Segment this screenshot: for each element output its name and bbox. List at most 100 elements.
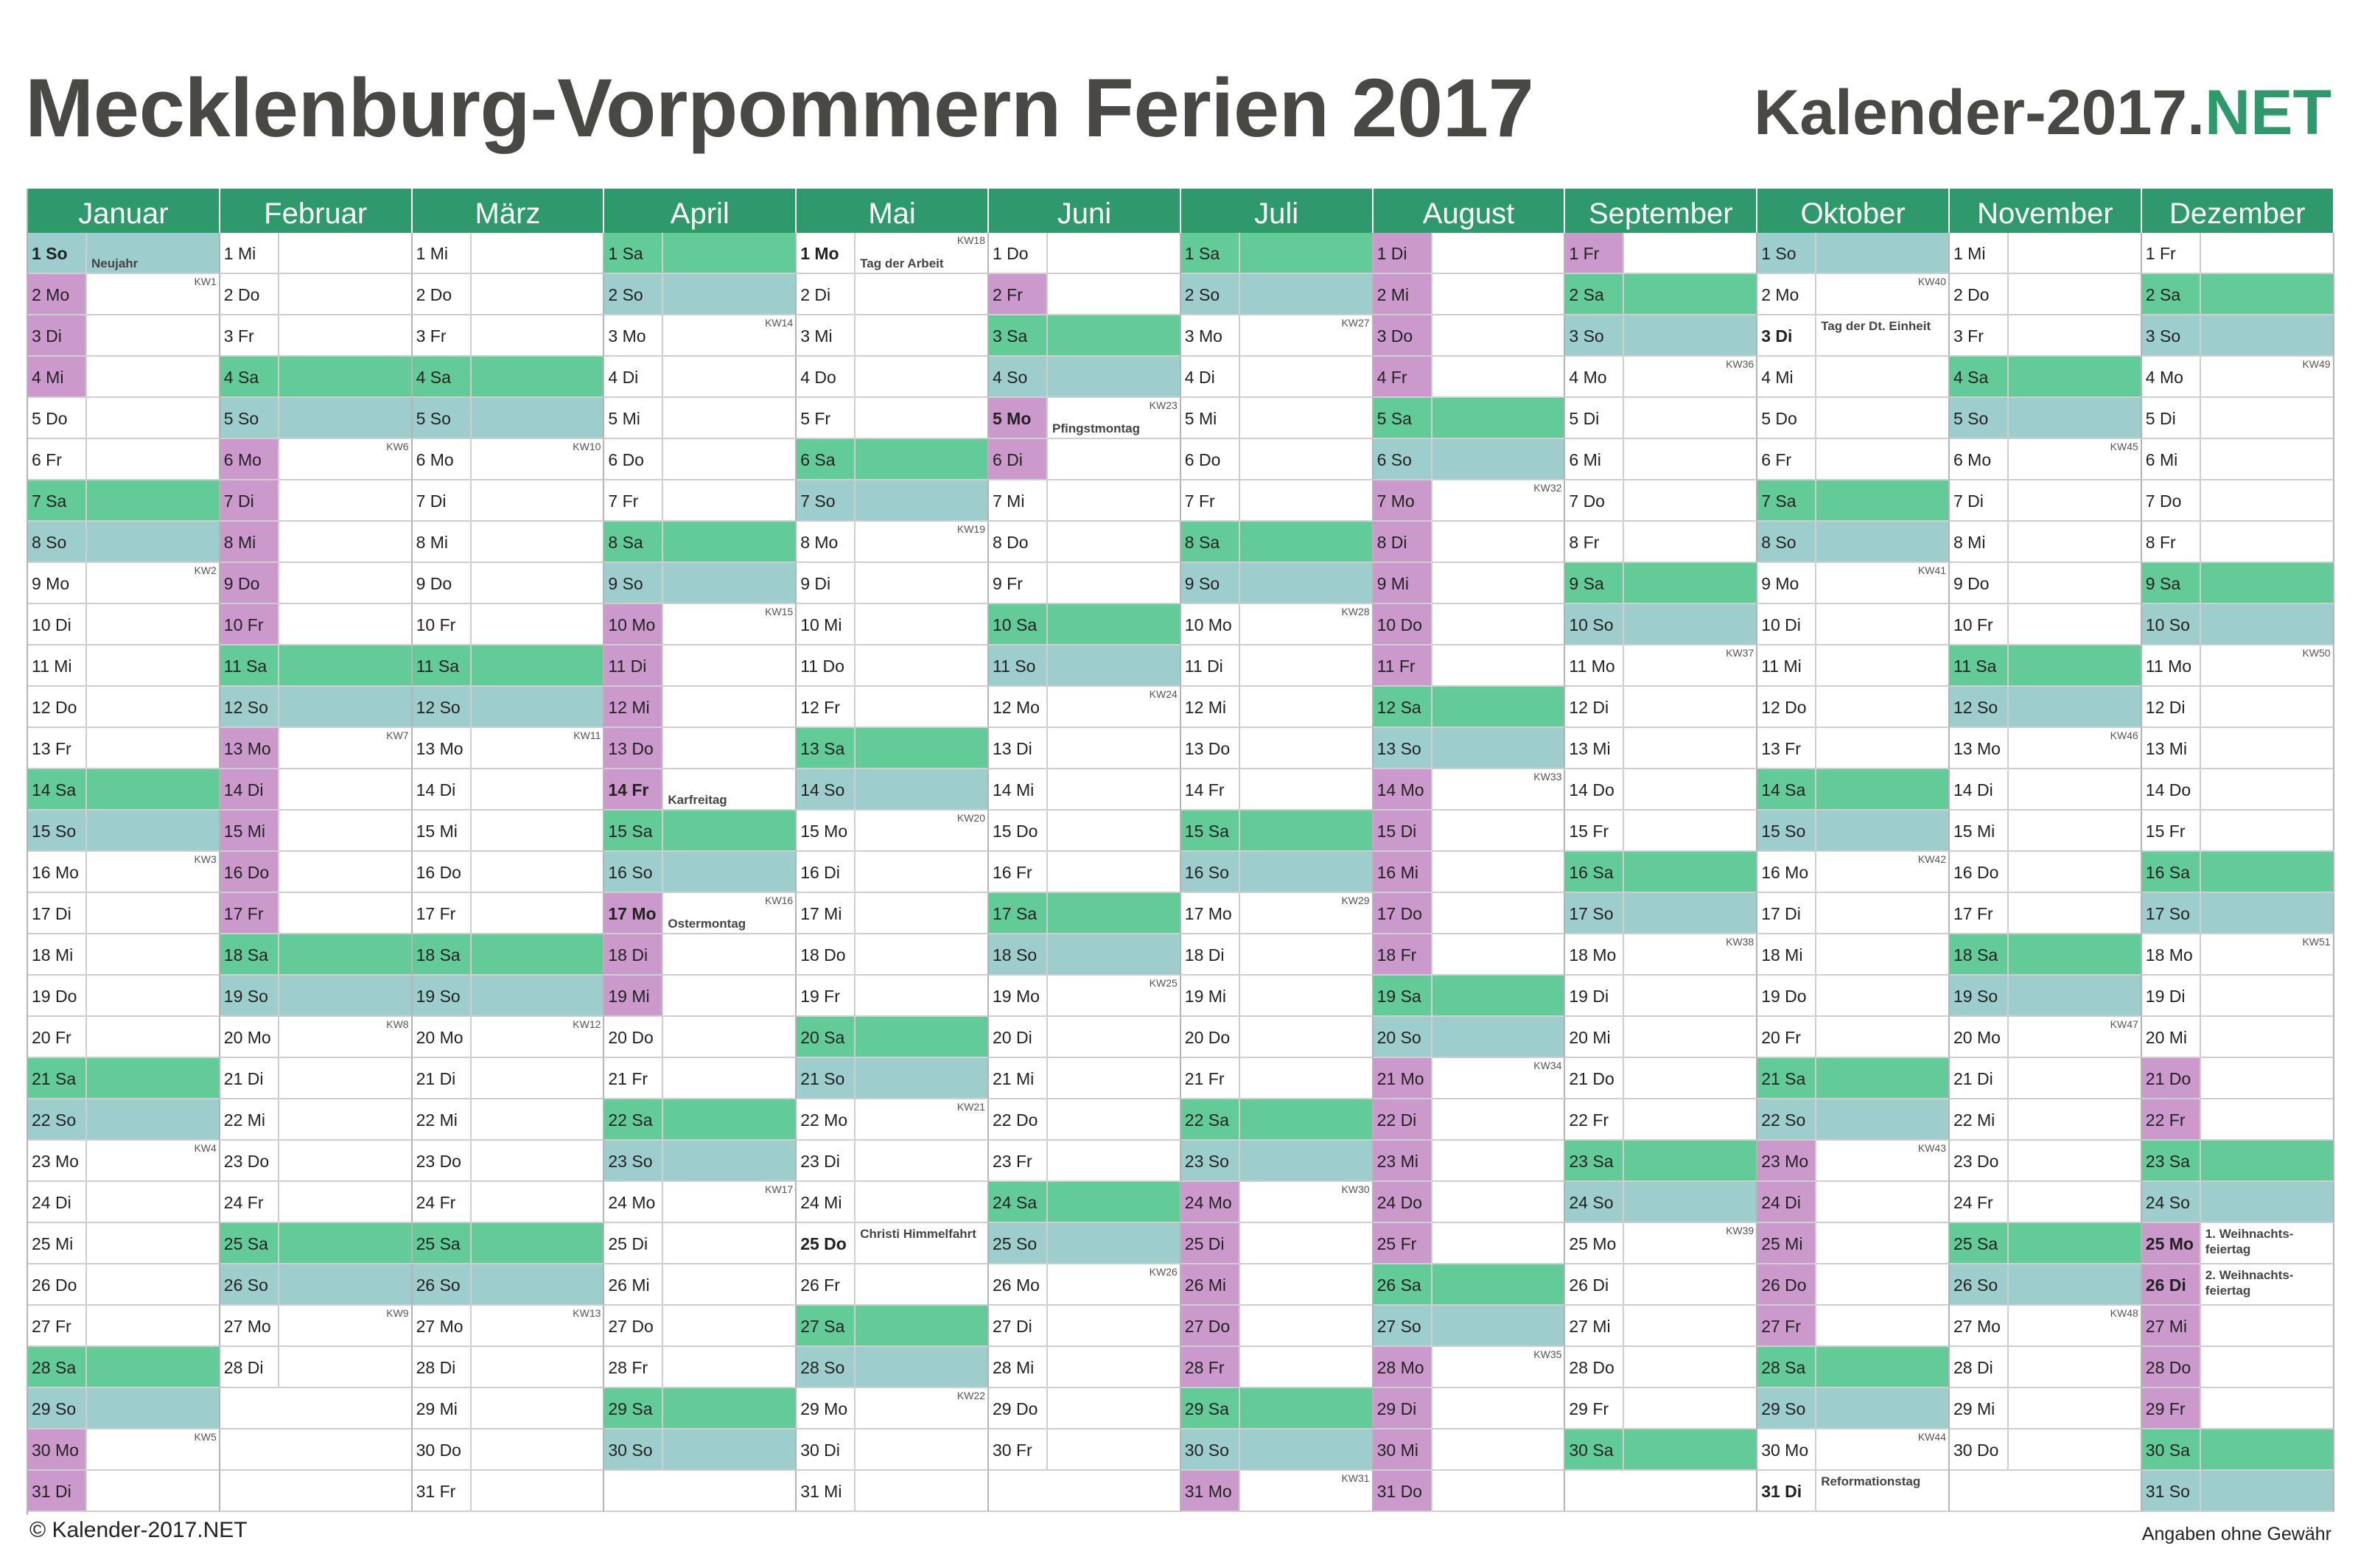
day-label: 17 Sa <box>989 893 1048 933</box>
day-note-area <box>1624 233 1756 273</box>
day-note-area <box>2009 811 2141 850</box>
day-note-area <box>87 769 219 809</box>
day-cell: 25 Do Christi Himmelfahrt <box>797 1223 989 1264</box>
day-note-area <box>471 976 604 1015</box>
day-cell: 9 So <box>604 563 797 604</box>
day-note-area <box>87 439 219 479</box>
day-note-area <box>279 893 411 933</box>
day-cell: 6 So <box>1373 439 1566 480</box>
day-label: 16 Do <box>413 852 472 892</box>
day-note-area <box>279 645 411 685</box>
day-cell: 27 Sa <box>797 1306 989 1347</box>
day-cell: 9 Sa <box>2141 563 2334 604</box>
day-cell: 14 Mo KW33 <box>1373 769 1566 811</box>
day-label: 20 Mo <box>413 1017 472 1057</box>
day-label: 28 So <box>797 1347 856 1387</box>
day-note-area <box>279 563 411 603</box>
day-cell: 1 Sa <box>1180 233 1374 274</box>
day-note-area <box>1624 1429 1757 1469</box>
day-label: 3 Fr <box>220 315 279 355</box>
day-label: 24 Mi <box>797 1182 856 1222</box>
day-label: 6 Fr <box>28 439 87 479</box>
day-cell: 18 Sa <box>1950 934 2142 976</box>
day-label: 12 Sa <box>1373 687 1432 727</box>
day-note-area <box>663 1306 795 1345</box>
day-note-area <box>1432 728 1564 768</box>
day-label: 1 Fr <box>2142 233 2201 273</box>
day-label: 18 Di <box>604 934 664 974</box>
empty-day-cell <box>220 1388 413 1429</box>
day-label: 27 Di <box>989 1306 1048 1345</box>
day-label: 13 Mo <box>1950 728 2009 768</box>
month-header: Februar <box>220 189 413 233</box>
day-label: 2 Fr <box>989 274 1048 314</box>
day-label: 10 Mo <box>1181 604 1240 644</box>
day-label: 15 Fr <box>1565 811 1625 850</box>
week-number: KW19 <box>956 523 985 535</box>
day-cell: 22 Fr <box>1565 1099 1758 1141</box>
day-note-area <box>856 480 987 520</box>
day-note-area <box>2009 604 2141 644</box>
week-number: KW24 <box>1149 688 1178 700</box>
day-note-area <box>2009 976 2141 1015</box>
day-note-area <box>663 934 795 974</box>
day-label: 4 Do <box>797 357 856 396</box>
day-label: 19 So <box>1950 976 2009 1015</box>
day-cell: 13 Do <box>1180 728 1374 769</box>
day-note-area <box>1239 1388 1372 1428</box>
day-label: 20 Sa <box>797 1017 856 1057</box>
day-label: 13 Do <box>604 728 664 768</box>
day-cell: 7 Do <box>2141 480 2334 522</box>
day-note-area <box>1624 728 1756 768</box>
day-note-area <box>87 1223 219 1263</box>
day-cell: 21 Di <box>412 1058 605 1099</box>
day-note-area <box>2201 687 2333 727</box>
day-note-area <box>1432 976 1564 1015</box>
month-header: November <box>1950 189 2142 233</box>
week-number: KW22 <box>956 1390 985 1401</box>
day-label: 8 Mi <box>1950 522 2009 561</box>
day-cell: 3 Di Tag der Dt. Einheit <box>1757 315 1950 357</box>
day-cell: 5 So <box>220 398 413 439</box>
day-cell: 17 Di <box>1757 893 1950 934</box>
day-label: 23 Do <box>220 1141 279 1180</box>
day-label: 11 Mi <box>1757 645 1817 685</box>
day-label: 10 Do <box>1373 604 1432 644</box>
day-cell: 23 Sa <box>1565 1141 1758 1182</box>
day-label: 17 Fr <box>220 893 279 933</box>
day-note-area <box>472 1141 604 1180</box>
day-label: 18 Mo <box>1565 934 1625 974</box>
day-cell: 20 Fr <box>1757 1017 1950 1058</box>
day-label: 5 Di <box>1565 398 1625 438</box>
day-label: 26 Fr <box>797 1264 856 1304</box>
day-cell: 5 So <box>412 398 605 439</box>
day-note-area <box>87 398 219 438</box>
day-label: 11 Mi <box>28 645 87 685</box>
day-note-area <box>279 811 411 850</box>
day-note-area <box>663 233 796 273</box>
day-label: 10 Mi <box>797 604 856 644</box>
day-cell: 2 Sa <box>2141 274 2334 315</box>
day-cell: 12 Mo KW24 <box>989 687 1181 728</box>
day-label: 23 Mi <box>1373 1141 1432 1180</box>
day-label: 13 Mi <box>2142 728 2201 768</box>
day-note-area <box>2201 480 2333 520</box>
day-label: 4 Sa <box>1950 357 2009 396</box>
day-label: 27 Do <box>604 1306 664 1345</box>
day-label: 2 Do <box>413 274 472 314</box>
day-cell: 27 So <box>1373 1306 1566 1347</box>
day-cell: 10 Fr <box>412 604 605 645</box>
day-cell: 22 Di <box>1373 1099 1566 1141</box>
day-label: 11 Mo <box>2142 645 2201 685</box>
day-note-area <box>2201 728 2333 768</box>
day-cell: 8 Mo KW19 <box>797 522 989 563</box>
day-cell: 19 So <box>220 976 413 1017</box>
day-note-area <box>472 1429 604 1469</box>
day-note-area <box>472 1471 604 1511</box>
day-note-area <box>1816 811 1948 850</box>
day-cell: 25 Sa <box>412 1223 605 1264</box>
day-cell: 30 Sa <box>1565 1429 1758 1471</box>
day-label: 13 So <box>1373 728 1432 768</box>
month-column-3: April 1 Sa 2 So 3 Mo KW14 4 Di 5 Mi 6 Do 7 Fr 8 S… <box>604 189 797 1515</box>
day-label: 28 Di <box>1950 1347 2009 1387</box>
